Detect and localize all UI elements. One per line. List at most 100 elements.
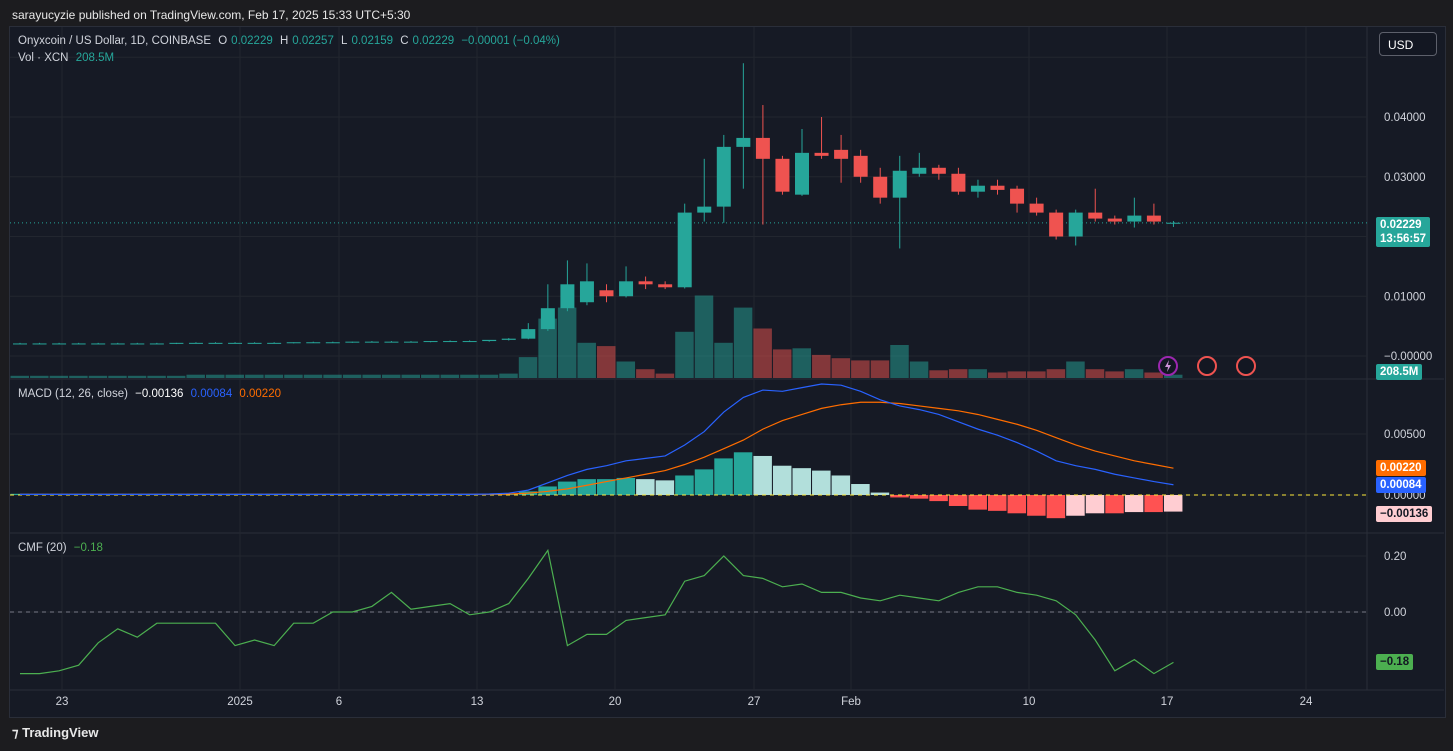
volume-bar bbox=[381, 374, 401, 378]
close-label: C bbox=[400, 35, 409, 47]
macd-histogram-bar bbox=[694, 469, 714, 495]
volume-bar bbox=[577, 342, 596, 378]
candle-body bbox=[149, 343, 164, 345]
close-value: 0.02229 bbox=[412, 35, 455, 47]
volume-bar bbox=[890, 345, 909, 378]
candle-body bbox=[208, 342, 223, 344]
cmf-tag: −0.18 bbox=[1376, 654, 1414, 670]
volume-bar bbox=[792, 348, 811, 378]
candle-body bbox=[130, 343, 145, 345]
brand-name: TradingView bbox=[22, 725, 99, 740]
price-tick-label: 0.03000 bbox=[1384, 172, 1426, 184]
volume-bar bbox=[10, 375, 29, 378]
candle-body bbox=[951, 173, 966, 192]
candle-body bbox=[521, 329, 536, 339]
volume-bar bbox=[323, 374, 342, 378]
currency-button[interactable]: USD bbox=[1379, 32, 1437, 56]
volume-bar bbox=[538, 318, 557, 378]
time-axis-label: 17 bbox=[1161, 696, 1174, 708]
macd-histogram-bar bbox=[597, 479, 616, 495]
macd-histogram-bar bbox=[577, 479, 596, 495]
volume-bar bbox=[362, 374, 381, 378]
published-header: sarayucyzie published on TradingView.com… bbox=[12, 8, 411, 22]
volume-bar bbox=[88, 375, 108, 378]
volume-bar bbox=[342, 374, 362, 378]
macd-histogram-bar bbox=[10, 493, 29, 495]
candle-body bbox=[755, 137, 770, 159]
candle-body bbox=[443, 341, 458, 343]
volume-bar bbox=[1144, 372, 1163, 378]
candle-body bbox=[716, 146, 731, 207]
cmf-tick-label: 0.20 bbox=[1384, 551, 1406, 563]
candle-body bbox=[13, 343, 27, 345]
volume-bar bbox=[30, 375, 49, 378]
candle-body bbox=[110, 343, 125, 345]
macd-histogram-bar bbox=[1027, 495, 1046, 516]
candle-body bbox=[482, 339, 497, 342]
candle-body bbox=[188, 342, 203, 344]
volume-bar bbox=[479, 374, 499, 378]
volume-bar bbox=[245, 374, 264, 378]
volume-bar bbox=[108, 375, 127, 378]
time-axis-label: 10 bbox=[1023, 696, 1036, 708]
volume-bar bbox=[557, 307, 577, 378]
volume-bar bbox=[69, 375, 88, 378]
macd-histogram-bar bbox=[948, 495, 968, 506]
low-value: 0.02159 bbox=[351, 35, 394, 47]
candle-body bbox=[599, 290, 614, 297]
candle-body bbox=[931, 167, 946, 174]
candle-body bbox=[1166, 222, 1181, 224]
macd-histogram-bar bbox=[1105, 495, 1124, 514]
volume-bar bbox=[225, 374, 245, 378]
volume-bar bbox=[206, 374, 225, 378]
candle-body bbox=[306, 342, 321, 344]
price-tick-label: 0.01000 bbox=[1384, 291, 1426, 303]
candle-body bbox=[1127, 215, 1142, 222]
cmf-tick-label: 0.00 bbox=[1384, 607, 1406, 619]
candle-body bbox=[1068, 212, 1083, 237]
time-axis-label: 13 bbox=[471, 696, 484, 708]
open-value: 0.02229 bbox=[231, 35, 273, 47]
time-axis-label: 24 bbox=[1300, 696, 1313, 708]
candle-body bbox=[267, 342, 282, 344]
price-tick-label: 0.04000 bbox=[1384, 112, 1426, 124]
macd-line bbox=[20, 383, 1174, 495]
volume-bar bbox=[909, 361, 929, 378]
macd-tick-label: 0.00500 bbox=[1384, 429, 1426, 441]
volume-bar bbox=[812, 354, 831, 378]
volume-bar bbox=[127, 375, 147, 378]
us-flag-event-icon bbox=[1236, 356, 1256, 376]
volume-bar bbox=[694, 295, 714, 378]
candle-body bbox=[286, 342, 301, 344]
candle-body bbox=[579, 281, 594, 303]
us-flag-event-icon bbox=[1197, 356, 1217, 376]
macd-hist-value: −0.00136 bbox=[135, 388, 184, 400]
macd-histogram-bar bbox=[1124, 495, 1144, 513]
time-axis-label: 23 bbox=[56, 696, 69, 708]
macd-histogram-bar bbox=[890, 495, 909, 498]
macd-histogram-bar bbox=[1046, 495, 1066, 519]
tradingview-brand[interactable]: ⁊ TradingView bbox=[12, 725, 98, 741]
candle-body bbox=[1146, 215, 1161, 222]
volume-bar bbox=[1046, 369, 1066, 378]
volume-bar bbox=[499, 373, 518, 378]
candle-body bbox=[970, 185, 985, 192]
volume-bar bbox=[1105, 371, 1124, 378]
macd-histogram-bar bbox=[557, 481, 577, 495]
volume-bar bbox=[421, 374, 440, 378]
candle-body bbox=[892, 170, 907, 198]
candle-body bbox=[247, 342, 262, 344]
high-label: H bbox=[279, 35, 289, 47]
volume-bar bbox=[597, 346, 616, 378]
candle-body bbox=[384, 341, 399, 343]
time-axis-label: 6 bbox=[336, 696, 342, 708]
high-value: 0.02257 bbox=[292, 35, 334, 47]
candle-body bbox=[364, 341, 379, 343]
volume-bar bbox=[460, 374, 479, 378]
candle-body bbox=[228, 342, 243, 344]
time-axis-label: Feb bbox=[841, 696, 861, 708]
main-legend: Onyxcoin / US Dollar, 1D, COINBASE O 0.02… bbox=[18, 35, 564, 47]
volume-bar bbox=[1124, 369, 1144, 378]
volume-bar bbox=[284, 374, 303, 378]
